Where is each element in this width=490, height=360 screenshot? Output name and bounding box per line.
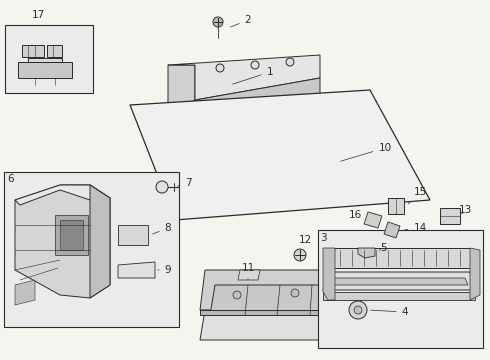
Circle shape: [354, 306, 362, 314]
Polygon shape: [440, 208, 460, 224]
Polygon shape: [168, 65, 195, 115]
Circle shape: [156, 181, 168, 193]
Polygon shape: [28, 58, 62, 62]
Polygon shape: [15, 185, 110, 298]
Text: 10: 10: [341, 143, 392, 161]
Text: 9: 9: [158, 265, 172, 275]
Bar: [318, 230, 483, 348]
Bar: [4, 172, 179, 327]
Text: 1: 1: [233, 67, 273, 84]
Text: 8: 8: [152, 223, 171, 234]
Polygon shape: [15, 280, 35, 305]
Polygon shape: [118, 225, 148, 245]
Text: 17: 17: [31, 10, 45, 20]
Text: 7: 7: [178, 178, 191, 188]
Polygon shape: [238, 270, 260, 280]
Polygon shape: [323, 272, 475, 290]
Polygon shape: [358, 248, 375, 258]
Polygon shape: [364, 212, 382, 228]
Circle shape: [349, 301, 367, 319]
Polygon shape: [210, 285, 340, 315]
Circle shape: [291, 289, 299, 297]
Text: 11: 11: [242, 263, 255, 280]
Polygon shape: [195, 78, 320, 115]
Polygon shape: [388, 198, 404, 214]
Polygon shape: [200, 270, 355, 310]
Circle shape: [294, 249, 306, 261]
Polygon shape: [470, 248, 480, 300]
Bar: [60, 220, 83, 250]
Polygon shape: [323, 292, 475, 300]
Text: 4: 4: [371, 307, 408, 317]
Polygon shape: [384, 222, 400, 238]
Polygon shape: [332, 278, 468, 285]
Polygon shape: [118, 262, 155, 278]
Polygon shape: [200, 310, 355, 315]
Text: 12: 12: [298, 235, 312, 252]
Polygon shape: [323, 248, 335, 300]
Bar: [5, 25, 93, 93]
Circle shape: [213, 17, 223, 27]
Text: 13: 13: [458, 205, 472, 215]
Polygon shape: [47, 45, 62, 57]
Text: 15: 15: [408, 187, 427, 204]
Text: 2: 2: [231, 15, 251, 27]
Circle shape: [251, 61, 259, 69]
Text: 3: 3: [319, 233, 326, 243]
Text: 5: 5: [379, 243, 386, 253]
Polygon shape: [15, 185, 110, 205]
Polygon shape: [90, 185, 110, 298]
Text: 16: 16: [348, 210, 362, 220]
Polygon shape: [328, 248, 470, 268]
Polygon shape: [55, 215, 88, 255]
Text: 14: 14: [405, 223, 427, 233]
Polygon shape: [200, 310, 355, 340]
Text: 6: 6: [8, 174, 14, 184]
Circle shape: [233, 291, 241, 299]
Circle shape: [216, 64, 224, 72]
Polygon shape: [130, 90, 430, 220]
Circle shape: [286, 58, 294, 66]
Polygon shape: [18, 62, 72, 78]
Polygon shape: [22, 45, 44, 57]
Polygon shape: [168, 55, 320, 100]
